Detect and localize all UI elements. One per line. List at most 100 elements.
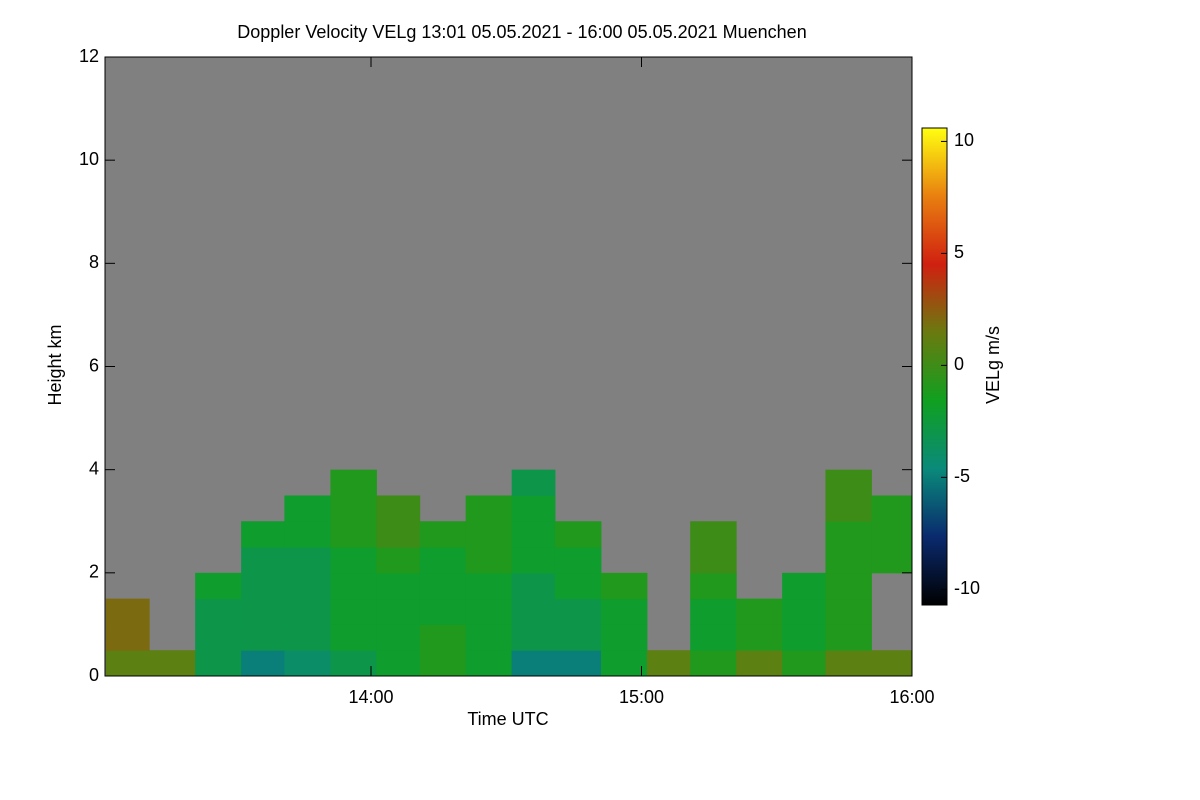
heatmap-cell — [376, 572, 421, 600]
heatmap-cell — [376, 598, 421, 625]
heatmap-cell — [465, 650, 513, 677]
heatmap-cell — [376, 495, 421, 522]
heatmap-cell — [871, 495, 913, 522]
heatmap-cell — [511, 650, 556, 677]
colorbar-tick-label: -10 — [954, 578, 980, 598]
heatmap-cell — [284, 572, 331, 600]
heatmap-cell — [825, 495, 872, 522]
heatmap-cell — [600, 598, 648, 625]
heatmap-cell — [511, 469, 556, 496]
y-tick-label: 4 — [89, 458, 99, 478]
heatmap-cell — [330, 598, 377, 625]
heatmap-cell — [419, 650, 467, 677]
heatmap-cell — [376, 650, 421, 677]
heatmap-cell — [465, 547, 513, 574]
heatmap-cell — [105, 650, 150, 677]
heatmap-cell — [419, 572, 467, 600]
heatmap-cell — [825, 624, 872, 651]
x-tick-label: 14:00 — [348, 687, 393, 707]
heatmap-cell — [330, 547, 377, 574]
heatmap-cell — [554, 598, 602, 625]
heatmap-cell — [511, 495, 556, 522]
heatmap-cell — [284, 650, 331, 677]
heatmap-cell — [825, 521, 872, 548]
heatmap-cell — [554, 547, 602, 574]
heatmap-cell — [511, 624, 556, 651]
colorbar — [921, 127, 948, 606]
heatmap-cell — [825, 547, 872, 574]
heatmap-cell — [690, 598, 737, 625]
heatmap-cell — [105, 598, 150, 625]
colorbar-label: VELg m/s — [983, 326, 1003, 404]
heatmap-cell — [554, 624, 602, 651]
heatmap-cell — [736, 650, 783, 677]
heatmap-cell — [241, 650, 285, 677]
heatmap-cell — [782, 572, 826, 600]
heatmap-cell — [511, 572, 556, 600]
heatmap-cell — [419, 547, 467, 574]
heatmap-cell — [241, 624, 285, 651]
heatmap-cell — [419, 521, 467, 548]
heatmap-cell — [376, 547, 421, 574]
heatmap-cell — [465, 624, 513, 651]
heatmap-cell — [330, 650, 377, 677]
heatmap-cell — [330, 495, 377, 522]
y-tick-label: 10 — [79, 149, 99, 169]
heatmap-cell — [600, 650, 648, 677]
heatmap-cell — [241, 598, 285, 625]
heatmap-cell — [284, 598, 331, 625]
heatmap-cell — [465, 495, 513, 522]
heatmap-cell — [284, 495, 331, 522]
y-tick-label: 6 — [89, 355, 99, 375]
heatmap-cell — [195, 624, 242, 651]
x-tick-label: 15:00 — [619, 687, 664, 707]
colorbar-tick-label: -5 — [954, 466, 970, 486]
heatmap-cell — [646, 650, 691, 677]
heatmap-cell — [690, 572, 737, 600]
y-tick-label: 12 — [79, 46, 99, 66]
heatmap-cell — [825, 650, 872, 677]
heatmap-cell — [330, 572, 377, 600]
heatmap-cell — [511, 547, 556, 574]
heatmap-cell — [690, 650, 737, 677]
heatmap-cell — [284, 547, 331, 574]
heatmap-cell — [465, 521, 513, 548]
heatmap-cell — [195, 598, 242, 625]
heatmap-cell — [241, 547, 285, 574]
heatmap-cell — [825, 572, 872, 600]
heatmap-cell — [871, 547, 913, 574]
chart-title: Doppler Velocity VELg 13:01 05.05.2021 -… — [237, 22, 806, 42]
heatmap-cell — [871, 650, 913, 677]
heatmap-cell — [554, 572, 602, 600]
heatmap-cell — [825, 469, 872, 496]
heatmap-cell — [690, 547, 737, 574]
heatmap-cell — [736, 598, 783, 625]
heatmap-cell — [330, 521, 377, 548]
heatmap-cell — [782, 650, 826, 677]
heatmap-cell — [554, 521, 602, 548]
heatmap-cell — [284, 624, 331, 651]
heatmap-cell — [736, 624, 783, 651]
y-tick-label: 8 — [89, 252, 99, 272]
heatmap-cell — [195, 572, 242, 600]
heatmap-cell — [330, 469, 377, 496]
heatmap-cell — [376, 624, 421, 651]
heatmap-cell — [105, 624, 150, 651]
heatmap-cell — [511, 521, 556, 548]
heatmap-cell — [241, 572, 285, 600]
heatmap-cell — [690, 521, 737, 548]
heatmap-cell — [241, 521, 285, 548]
heatmap-cell — [330, 624, 377, 651]
heatmap-cell — [465, 572, 513, 600]
heatmap-cell — [376, 521, 421, 548]
y-tick-label: 0 — [89, 665, 99, 685]
heatmap-cell — [782, 598, 826, 625]
heatmap-cell — [554, 650, 602, 677]
heatmap-cell — [419, 598, 467, 625]
colorbar-tick-label: 5 — [954, 242, 964, 262]
heatmap-cell — [690, 624, 737, 651]
heatmap-cell — [195, 650, 242, 677]
colorbar-tick-label: 0 — [954, 354, 964, 374]
heatmap-cell — [600, 624, 648, 651]
